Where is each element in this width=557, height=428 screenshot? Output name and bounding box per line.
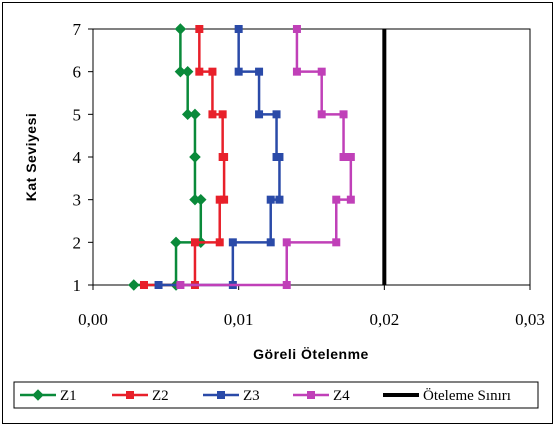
data-point bbox=[339, 153, 348, 161]
data-point bbox=[332, 238, 341, 247]
data-point bbox=[217, 391, 225, 399]
legend-label: Z2 bbox=[152, 388, 169, 404]
data-point bbox=[154, 281, 163, 289]
data-point bbox=[346, 153, 355, 161]
data-point bbox=[317, 110, 326, 119]
x-tick-label: 0,00 bbox=[78, 310, 108, 329]
legend-label: Z1 bbox=[60, 388, 77, 404]
legend-label: Öteleme Sınırı bbox=[423, 387, 511, 404]
legend-label: Z3 bbox=[243, 388, 260, 404]
data-point bbox=[174, 23, 187, 35]
y-tick-label: 5 bbox=[73, 105, 82, 124]
legend-entry: Z1 bbox=[20, 388, 77, 404]
data-point bbox=[170, 236, 182, 249]
data-point bbox=[139, 281, 148, 289]
data-point bbox=[346, 195, 355, 204]
x-axis-title: Göreli Ötelenme bbox=[253, 346, 369, 362]
data-point bbox=[307, 391, 315, 399]
data-point bbox=[272, 153, 281, 161]
series-z4 bbox=[176, 25, 355, 289]
data-point bbox=[339, 110, 348, 119]
legend-box bbox=[13, 381, 539, 409]
data-point bbox=[228, 238, 237, 247]
y-tick-label: 7 bbox=[73, 20, 82, 39]
x-tick-label: 0,02 bbox=[369, 310, 399, 329]
data-point bbox=[317, 67, 326, 76]
data-point bbox=[195, 25, 204, 33]
data-point bbox=[255, 110, 264, 119]
series-z3 bbox=[154, 25, 284, 289]
data-point bbox=[220, 195, 229, 204]
series-layer bbox=[128, 23, 387, 291]
plot-area bbox=[92, 28, 531, 286]
data-point bbox=[128, 279, 140, 291]
data-point bbox=[190, 238, 199, 247]
y-tick-label: 2 bbox=[73, 233, 82, 252]
y-tick-label: 3 bbox=[73, 191, 82, 210]
data-point bbox=[282, 281, 291, 289]
data-point bbox=[255, 67, 264, 76]
y-tick-label: 1 bbox=[73, 276, 82, 295]
legend-entry: Öteleme Sınırı bbox=[383, 387, 511, 404]
data-point bbox=[275, 195, 284, 204]
data-point bbox=[234, 67, 243, 76]
data-point bbox=[218, 153, 227, 161]
data-point bbox=[189, 193, 201, 206]
x-tick-label: 0,01 bbox=[224, 310, 254, 329]
y-axis-title: Kat Seviyesi bbox=[23, 113, 39, 202]
y-tick-label: 6 bbox=[73, 63, 82, 82]
data-point bbox=[208, 67, 217, 76]
data-point bbox=[176, 281, 185, 289]
data-point bbox=[174, 65, 187, 78]
data-point bbox=[126, 391, 134, 399]
y-axis-ticks: 1 2 3 4 5 6 7 bbox=[73, 20, 93, 295]
data-point bbox=[208, 110, 217, 119]
data-point bbox=[282, 238, 291, 247]
data-point bbox=[234, 25, 243, 33]
y-tick-label: 4 bbox=[73, 148, 82, 167]
data-point bbox=[292, 25, 301, 33]
data-point bbox=[195, 67, 204, 76]
legend-entry: Z4 bbox=[293, 388, 350, 404]
data-point bbox=[181, 108, 194, 121]
legend-entry: Z3 bbox=[203, 388, 260, 404]
data-point bbox=[215, 238, 224, 247]
data-point bbox=[218, 110, 227, 119]
data-point bbox=[292, 67, 301, 76]
legend-entry: Z2 bbox=[112, 388, 169, 404]
data-point bbox=[272, 110, 281, 119]
x-tick-label: 0,03 bbox=[515, 310, 545, 329]
x-axis-ticks: 0,00 0,01 0,02 0,03 bbox=[78, 285, 545, 329]
data-point bbox=[266, 238, 275, 247]
legend-label: Z4 bbox=[333, 388, 350, 404]
data-point bbox=[266, 195, 275, 204]
data-point bbox=[189, 151, 201, 163]
legend: Z1 Z2 Z3 Z4 Öteleme Sınırı bbox=[20, 387, 511, 404]
data-point bbox=[332, 195, 341, 204]
data-point bbox=[32, 389, 44, 401]
